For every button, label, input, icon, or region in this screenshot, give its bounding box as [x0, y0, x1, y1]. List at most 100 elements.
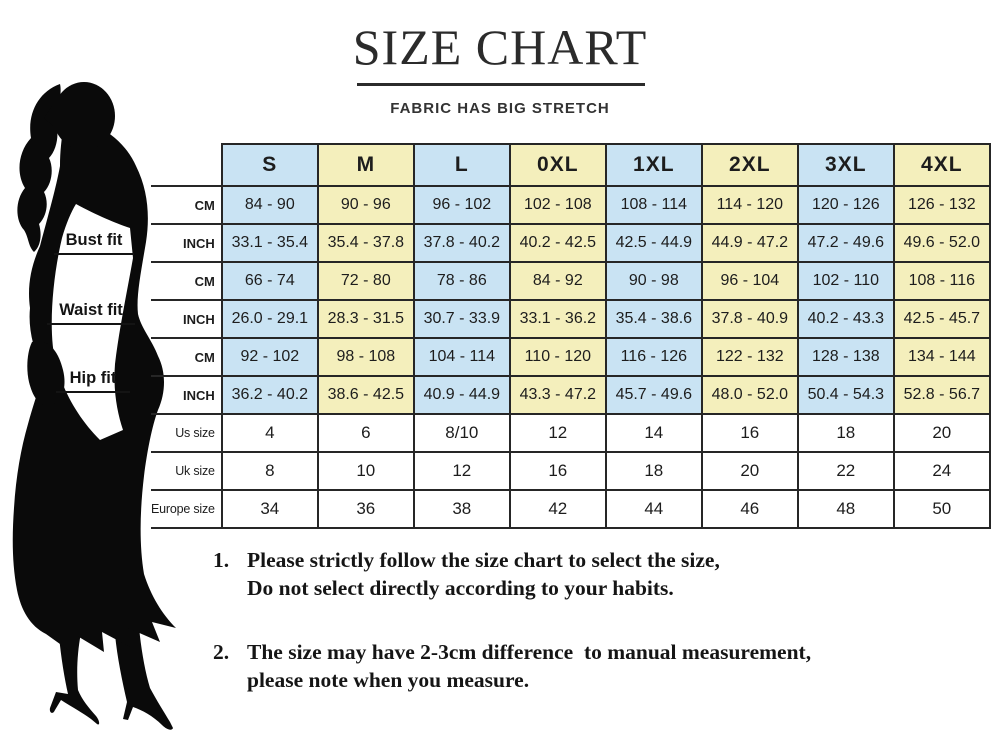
row-label: CM: [151, 338, 222, 377]
size-cell: 40.2 - 42.5: [508, 223, 607, 263]
size-cell: 122 - 132: [700, 337, 799, 377]
column-header: 1XL: [604, 143, 703, 187]
size-cell: 42: [508, 489, 607, 529]
row-label: INCH: [151, 376, 222, 415]
size-cell: 40.2 - 43.3: [796, 299, 895, 339]
column-header: 0XL: [508, 143, 607, 187]
note-2-line-2: please note when you measure.: [247, 668, 530, 692]
row-label: Uk size: [151, 452, 222, 491]
size-cell: 20: [892, 413, 991, 453]
size-cell: 38: [412, 489, 511, 529]
size-cell: 26.0 - 29.1: [220, 299, 319, 339]
size-cell: 42.5 - 45.7: [892, 299, 991, 339]
size-cell: 22: [796, 451, 895, 491]
size-cell: 12: [412, 451, 511, 491]
size-cell: 40.9 - 44.9: [412, 375, 511, 415]
size-cell: 24: [892, 451, 991, 491]
page-subtitle: FABRIC HAS BIG STRETCH: [390, 100, 610, 117]
row-label: Us size: [151, 414, 222, 453]
size-cell: 36.2 - 40.2: [220, 375, 319, 415]
size-cell: 108 - 114: [604, 185, 703, 225]
size-cell: 96 - 104: [700, 261, 799, 301]
size-cell: 108 - 116: [892, 261, 991, 301]
size-cell: 30.7 - 33.9: [412, 299, 511, 339]
size-cell: 134 - 144: [892, 337, 991, 377]
size-cell: 44.9 - 47.2: [700, 223, 799, 263]
size-cell: 84 - 90: [220, 185, 319, 225]
column-header: S: [220, 143, 319, 187]
note-1-number: 1.: [213, 548, 230, 572]
size-cell: 92 - 102: [220, 337, 319, 377]
column-header: 3XL: [796, 143, 895, 187]
size-cell: 72 - 80: [316, 261, 415, 301]
size-cell: 52.8 - 56.7: [892, 375, 991, 415]
size-cell: 43.3 - 47.2: [508, 375, 607, 415]
size-cell: 90 - 96: [316, 185, 415, 225]
size-cell: 28.3 - 31.5: [316, 299, 415, 339]
note-2: 2. The size may have 2-3cm difference to…: [213, 638, 907, 694]
size-cell: 90 - 98: [604, 261, 703, 301]
size-cell: 20: [700, 451, 799, 491]
size-cell: 47.2 - 49.6: [796, 223, 895, 263]
size-cell: 45.7 - 49.6: [604, 375, 703, 415]
size-cell: 120 - 126: [796, 185, 895, 225]
size-cell: 38.6 - 42.5: [316, 375, 415, 415]
size-cell: 35.4 - 37.8: [316, 223, 415, 263]
size-cell: 78 - 86: [412, 261, 511, 301]
size-cell: 84 - 92: [508, 261, 607, 301]
head: [53, 82, 115, 150]
hand: [27, 341, 65, 406]
column-header: 2XL: [700, 143, 799, 187]
size-cell: 18: [604, 451, 703, 491]
nose: [44, 106, 53, 126]
row-label: CM: [151, 186, 222, 225]
note-1: 1. Please strictly follow the size chart…: [213, 546, 907, 602]
bust-fit-label: Bust fit: [54, 231, 134, 255]
size-cell: 98 - 108: [316, 337, 415, 377]
page-title: SIZE CHART: [352, 19, 648, 75]
front-leg-boot: [49, 624, 100, 725]
note-1-line-1: Please strictly follow the size chart to…: [247, 548, 720, 572]
size-cell: 8/10: [412, 413, 511, 453]
column-header: 4XL: [892, 143, 991, 187]
title-underline: [357, 83, 645, 86]
size-cell: 42.5 - 44.9: [604, 223, 703, 263]
woman-silhouette: [0, 80, 240, 740]
note-1-line-2: Do not select directly according to your…: [247, 576, 674, 600]
woman-silhouette-icon: [12, 82, 177, 730]
size-cell: 14: [604, 413, 703, 453]
waist-fit-label: Waist fit: [47, 301, 135, 325]
header-gutter: [151, 144, 222, 187]
size-cell: 16: [508, 451, 607, 491]
row-label: Europe size: [151, 490, 222, 529]
size-cell: 49.6 - 52.0: [892, 223, 991, 263]
size-cell: 44: [604, 489, 703, 529]
arm-gap: [51, 204, 133, 440]
size-cell: 116 - 126: [604, 337, 703, 377]
size-cell: 50: [892, 489, 991, 529]
size-cell: 46: [700, 489, 799, 529]
size-cell: 102 - 110: [796, 261, 895, 301]
size-cell: 37.8 - 40.2: [412, 223, 511, 263]
size-cell: 96 - 102: [412, 185, 511, 225]
row-label: INCH: [151, 224, 222, 263]
size-cell: 104 - 114: [412, 337, 511, 377]
size-cell: 114 - 120: [700, 185, 799, 225]
size-cell: 48.0 - 52.0: [700, 375, 799, 415]
size-cell: 12: [508, 413, 607, 453]
size-cell: 126 - 132: [892, 185, 991, 225]
size-cell: 110 - 120: [508, 337, 607, 377]
size-cell: 35.4 - 38.6: [604, 299, 703, 339]
note-2-number: 2.: [213, 640, 230, 664]
size-cell: 18: [796, 413, 895, 453]
size-cell: 34: [220, 489, 319, 529]
hip-fit-label: Hip fit: [56, 369, 130, 393]
column-header: L: [412, 143, 511, 187]
note-2-line-1: The size may have 2-3cm difference to ma…: [247, 640, 812, 664]
row-label: INCH: [151, 300, 222, 339]
size-cell: 4: [220, 413, 319, 453]
row-label: CM: [151, 262, 222, 301]
size-cell: 8: [220, 451, 319, 491]
size-cell: 37.8 - 40.9: [700, 299, 799, 339]
